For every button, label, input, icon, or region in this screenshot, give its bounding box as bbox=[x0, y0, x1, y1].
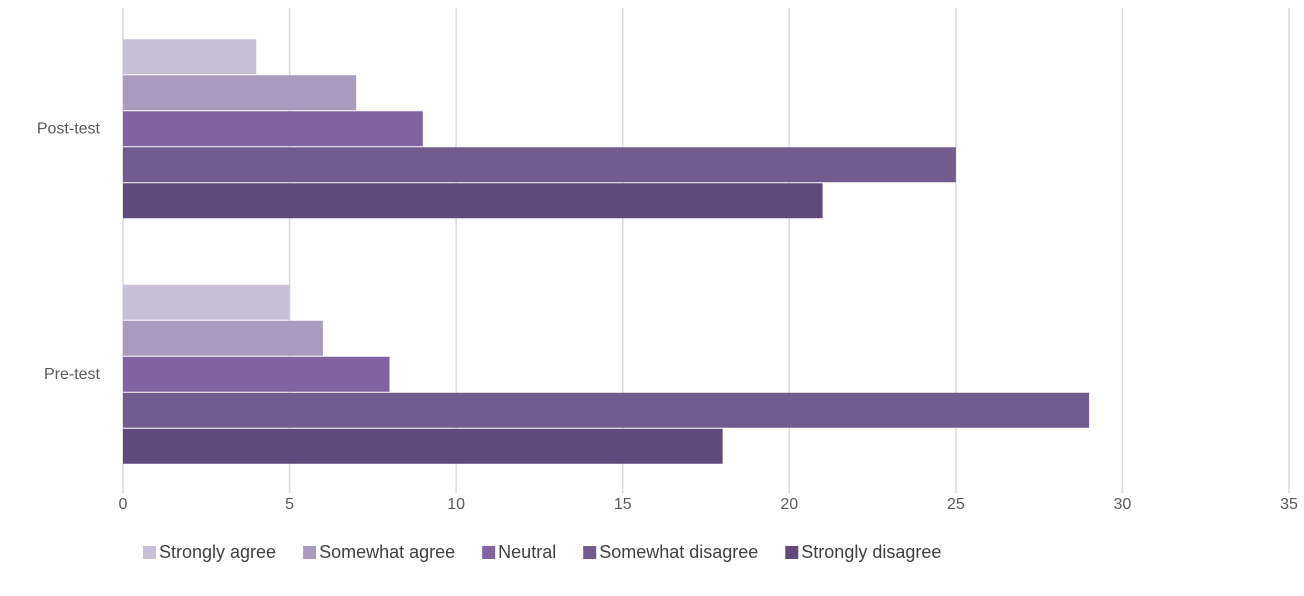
x-tick-label: 25 bbox=[947, 496, 965, 513]
legend-label: Neutral bbox=[498, 542, 556, 562]
bar bbox=[123, 284, 290, 320]
bar bbox=[123, 356, 390, 392]
legend-swatch bbox=[143, 546, 156, 559]
y-tick-label: Post-test bbox=[37, 120, 101, 137]
legend-label: Strongly agree bbox=[159, 542, 276, 562]
legend-swatch bbox=[583, 546, 597, 559]
x-tick-label: 0 bbox=[119, 496, 128, 513]
legend-label: Somewhat disagree bbox=[599, 542, 758, 562]
bar bbox=[123, 75, 357, 111]
legend-swatch bbox=[303, 546, 317, 559]
bar bbox=[123, 111, 423, 147]
legend-label: Somewhat agree bbox=[319, 542, 455, 562]
x-tick-label: 35 bbox=[1280, 496, 1298, 513]
bar bbox=[123, 183, 823, 219]
legend-swatch bbox=[482, 546, 496, 559]
bar bbox=[123, 320, 323, 356]
bar bbox=[123, 428, 723, 464]
x-tick-label: 10 bbox=[447, 496, 465, 513]
x-tick-label: 5 bbox=[285, 496, 294, 513]
bar bbox=[123, 39, 257, 75]
y-tick-label: Pre-test bbox=[44, 366, 101, 383]
x-tick-label: 20 bbox=[780, 496, 798, 513]
bar bbox=[123, 147, 956, 183]
x-tick-label: 15 bbox=[614, 496, 632, 513]
x-tick-label: 30 bbox=[1114, 496, 1132, 513]
legend-label: Strongly disagree bbox=[801, 542, 941, 562]
legend-swatch bbox=[785, 546, 799, 559]
bar bbox=[123, 392, 1090, 428]
